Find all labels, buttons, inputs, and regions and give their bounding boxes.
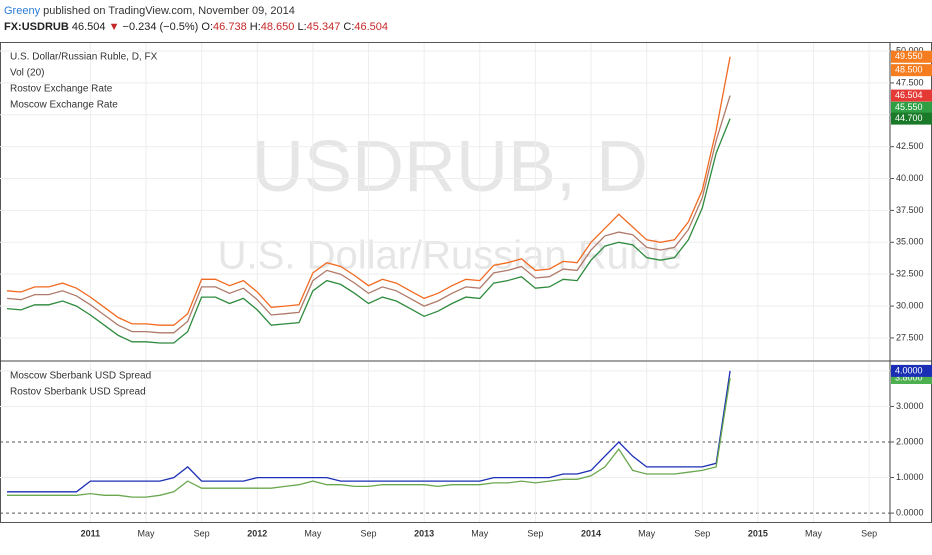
legend-entry: Rostov Sberbank USD Spread — [10, 387, 146, 398]
price-tag — [891, 112, 932, 125]
legend-entry: Moscow Exchange Rate — [10, 100, 118, 111]
price-tag-label: 4.0000 — [895, 365, 923, 375]
ohlc-key: C: — [343, 21, 354, 33]
price-tag — [891, 101, 932, 114]
price-tag-label: 49.550 — [895, 51, 923, 61]
x-tick-label: Sep — [194, 528, 210, 538]
legend-entry: U.S. Dollar/Russian Ruble, D, FX — [10, 52, 158, 63]
published: published on TradingView.com, November 0… — [43, 5, 295, 17]
author: Greeny — [4, 5, 41, 17]
price-tag-label: 48.500 — [895, 65, 923, 75]
price-tag — [891, 64, 932, 77]
quote-line: FX:USDRUB 46.504 ▼ −0.234 (−0.5%) O:46.7… — [4, 21, 388, 33]
y-tick-label: 50.000 — [896, 45, 924, 55]
y-tick-label: 3.0000 — [896, 401, 924, 411]
price-tag — [891, 364, 932, 377]
watermark-subtitle: U.S. Dollar/Russian Ruble — [218, 234, 683, 278]
legend-entry: Rostov Exchange Rate — [10, 84, 113, 95]
ohlc-value: 46.504 — [354, 21, 388, 33]
y-tick-label: 1.0000 — [896, 472, 924, 482]
x-tick-label: 2011 — [81, 528, 101, 538]
series-line — [7, 370, 731, 493]
y-tick-label: 0.0000 — [896, 507, 924, 517]
change: −0.234 (−0.5%) — [123, 21, 199, 33]
price-tag-label: 46.504 — [895, 90, 923, 100]
price-tag-label: 3.8000 — [895, 372, 923, 382]
ohlc-key: H: — [250, 21, 261, 33]
y-tick-label: 37.500 — [896, 205, 924, 215]
price-tag-label: 45.550 — [895, 102, 923, 112]
x-tick-label: Sep — [861, 528, 877, 538]
indicator-label: Vol (20) — [10, 68, 44, 79]
y-tick-label: 32.500 — [896, 269, 924, 279]
symbol: FX:USDRUB — [4, 21, 69, 33]
series-line — [7, 377, 731, 498]
x-tick-label: May — [805, 528, 823, 538]
x-tick-label: May — [138, 528, 156, 538]
ohlc-key: O: — [201, 21, 213, 33]
series-line — [6, 118, 731, 344]
x-tick-label: Sep — [694, 528, 710, 538]
arrow: ▼ — [109, 21, 120, 33]
x-tick-label: 2012 — [247, 528, 267, 538]
y-tick-label: 47.500 — [896, 77, 924, 87]
x-tick-label: Sep — [527, 528, 543, 538]
y-tick-label: 35.000 — [896, 237, 924, 247]
x-tick-label: May — [471, 528, 489, 538]
header-line: Greeny published on TradingView.com, Nov… — [4, 5, 295, 17]
x-tick-label: Sep — [361, 528, 377, 538]
y-tick-label: 30.000 — [896, 300, 924, 310]
x-tick-label: 2015 — [748, 528, 768, 538]
y-tick-label: 40.000 — [896, 173, 924, 183]
y-tick-label: 42.500 — [896, 141, 924, 151]
legend-entry: Moscow Sberbank USD Spread — [10, 371, 151, 382]
series-line — [6, 56, 731, 326]
ohlc-key: L: — [297, 21, 306, 33]
ohlc-value: 46.738 — [213, 21, 247, 33]
x-tick-label: 2014 — [581, 528, 601, 538]
y-tick-label: 27.500 — [896, 332, 924, 342]
price-tag — [891, 89, 932, 102]
x-tick-label: 2013 — [414, 528, 434, 538]
ohlc-value: 48.650 — [261, 21, 295, 33]
x-tick-label: May — [638, 528, 656, 538]
ohlc-value: 45.347 — [307, 21, 341, 33]
x-tick-label: May — [304, 528, 322, 538]
price-tag — [891, 50, 932, 63]
last-price: 46.504 — [72, 21, 106, 33]
price-tag-label: 44.700 — [895, 113, 923, 123]
watermark: USDRUB, D — [252, 127, 648, 207]
series-line — [6, 95, 731, 334]
y-tick-label: 2.0000 — [896, 436, 924, 446]
